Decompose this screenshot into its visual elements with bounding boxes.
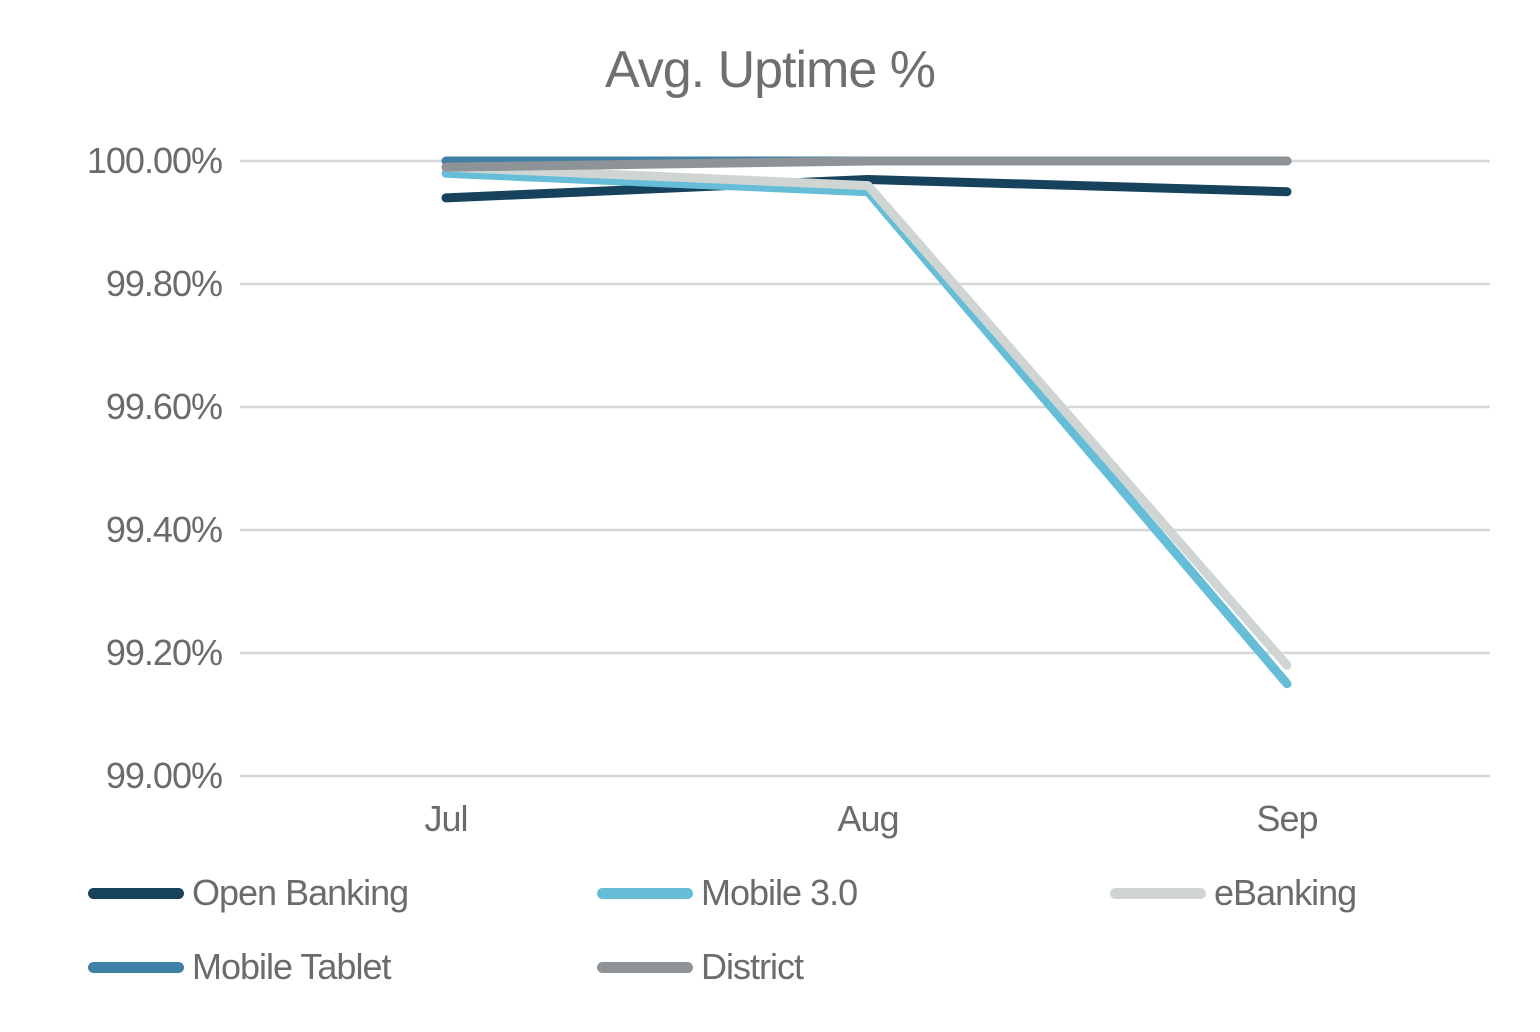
- legend-label-mobile-3-0: Mobile 3.0: [701, 872, 858, 913]
- series-line-mobile-3-0: [441, 168, 1292, 689]
- legend-swatch-mobile-tablet: [88, 961, 184, 973]
- y-tick-label-100-00: 100.00%: [86, 140, 223, 181]
- legend-item-open-banking: Open Banking: [88, 872, 409, 913]
- x-tick-label-sep: Sep: [1256, 798, 1318, 839]
- y-tick-label-99-40: 99.40%: [105, 509, 223, 550]
- legend-swatch-open-banking: [88, 887, 184, 899]
- x-tick-label-jul: Jul: [424, 798, 468, 839]
- series-line-district: [441, 156, 1292, 172]
- y-tick-label-99-60: 99.60%: [105, 386, 223, 427]
- y-tick-label-99-20: 99.20%: [105, 632, 223, 673]
- legend-label-mobile-tablet: Mobile Tablet: [192, 946, 391, 987]
- legend-swatch-ebanking: [1110, 887, 1206, 899]
- legend-swatch-district: [597, 961, 693, 973]
- y-tick-label-99-80: 99.80%: [105, 263, 223, 304]
- series-line-ebanking: [441, 162, 1292, 670]
- legend-label-ebanking: eBanking: [1214, 872, 1357, 913]
- legend-item-mobile-3-0: Mobile 3.0: [597, 872, 858, 913]
- legend-item-mobile-tablet: Mobile Tablet: [88, 946, 391, 987]
- x-tick-label-aug: Aug: [837, 798, 899, 839]
- plot-area: [240, 156, 1490, 778]
- legend-swatch-mobile-3-0: [597, 887, 693, 899]
- legend-item-ebanking: eBanking: [1110, 872, 1357, 913]
- legend-label-open-banking: Open Banking: [192, 872, 409, 913]
- legend-item-district: District: [597, 946, 804, 987]
- y-tick-label-99-00: 99.00%: [105, 755, 223, 796]
- chart-title: Avg. Uptime %: [605, 41, 936, 99]
- series-line-open-banking: [441, 174, 1292, 203]
- legend-label-district: District: [701, 946, 804, 987]
